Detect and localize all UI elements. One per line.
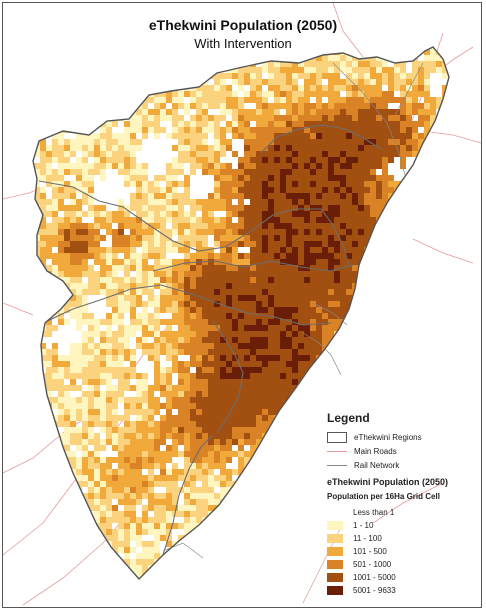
legend-class-label: 5001 - 9633 [353,586,396,595]
legend-class-row: Less than 1 [327,506,477,519]
map-frame: eThekwini Population (2050) With Interve… [2,2,482,608]
legend-class-list: Less than 1 1 - 10 11 - 100 101 - 500 501 - … [327,506,477,597]
map-title: eThekwini Population (2050) [148,17,338,33]
legend-class-swatch [327,521,343,530]
legend-layer-subtitle: Population per 16Ha Grid Cell [327,492,440,501]
legend-layer-title: eThekwini Population (2050) [327,477,449,487]
legend-class-label: Less than 1 [353,508,395,517]
legend-class-row: 1001 - 5000 [327,571,477,584]
legend-class-swatch [327,534,343,543]
legend-class-swatch [327,560,343,569]
region-boundary-line [152,260,354,272]
legend: Legend eThekwini Regions Main Roads Rail… [327,411,477,597]
rail-line [394,62,424,116]
main-road-line [332,3,364,58]
region-boundaries [38,124,382,556]
legend-class-row: 11 - 100 [327,532,477,545]
main-road-line [422,130,481,144]
region-boundary-line [260,124,382,154]
map-subtitle: With Intervention [194,36,292,51]
region-boundary-line [320,208,350,266]
legend-item-regions: eThekwini Regions [327,430,477,444]
legend-class-swatch [327,547,343,556]
legend-item-label: Rail Network [354,460,400,470]
region-outline-icon [327,431,347,443]
legend-class-row: 5001 - 9633 [327,584,477,597]
road-line-icon [327,446,347,456]
legend-item-label: eThekwini Regions [354,432,422,442]
legend-class-label: 101 - 500 [353,547,387,556]
legend-item-rail: Rail Network [327,458,477,472]
region-boundary-line [38,180,321,252]
legend-class-row: 101 - 500 [327,545,477,558]
legend-class-row: 1 - 10 [327,519,477,532]
region-boundary-line [42,284,332,326]
legend-class-swatch [327,573,343,582]
main-road-line [372,482,444,524]
rail-line [332,62,406,176]
legend-class-label: 1 - 10 [353,521,374,530]
population-map [3,3,481,606]
legend-class-swatch [327,586,343,595]
legend-class-label: 501 - 1000 [353,560,392,569]
legend-item-roads: Main Roads [327,444,477,458]
region-boundary-line [162,434,214,556]
municipality-outline [32,46,450,581]
legend-class-swatch [327,508,343,517]
main-road-line [3,302,34,316]
rail-line-icon [327,460,347,470]
main-road-line [412,238,474,264]
legend-class-label: 11 - 100 [353,534,382,543]
legend-heading: Legend [327,411,370,425]
legend-class-label: 1001 - 5000 [353,573,396,582]
legend-class-row: 501 - 1000 [327,558,477,571]
legend-item-label: Main Roads [354,446,397,456]
region-boundary-line [212,320,244,434]
